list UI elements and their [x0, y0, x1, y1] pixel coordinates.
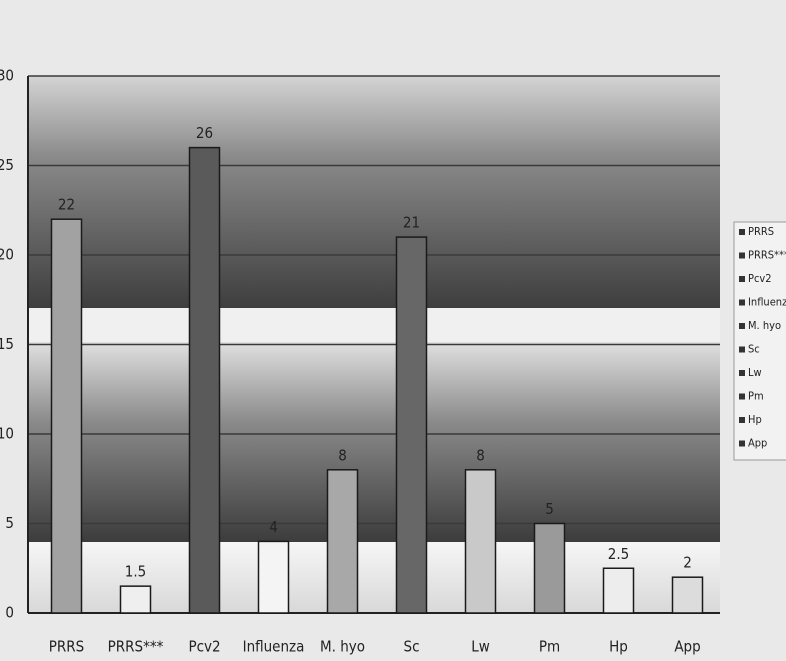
y-tick-label: 15 [0, 335, 14, 353]
x-tick-label: Sc [404, 638, 420, 656]
legend-label: Hp [748, 413, 762, 426]
bar [535, 524, 565, 614]
bar [466, 470, 496, 613]
legend-swatch [739, 370, 745, 376]
data-label: 2.5 [608, 545, 629, 563]
x-tick-label: App [674, 638, 700, 656]
data-label: 8 [338, 446, 347, 464]
x-tick-label: Pm [539, 638, 560, 656]
legend: PRRS PRRS*** Pcv2 Influenza M. hyo Sc Lw Pm Hp Ap… [734, 222, 786, 460]
legend-label: Influenza [748, 296, 786, 309]
data-label: 8 [476, 446, 485, 464]
data-label: 22 [58, 196, 75, 214]
legend-swatch [739, 323, 745, 329]
legend-label: PRRS*** [748, 249, 786, 262]
y-tick-label: 30 [0, 67, 14, 85]
legend-swatch [739, 441, 745, 447]
data-label: 26 [196, 124, 213, 142]
y-tick-label: 25 [0, 156, 14, 174]
legend-swatch [739, 347, 745, 353]
bar [397, 237, 427, 613]
data-label: 21 [403, 214, 420, 232]
legend-label: M. hyo [748, 319, 781, 332]
legend-swatch [739, 300, 745, 306]
y-tick-label: 5 [5, 514, 14, 532]
y-tick-label: 10 [0, 425, 14, 443]
legend-label: Pcv2 [748, 272, 772, 285]
x-tick-label: Hp [609, 638, 628, 656]
bar [604, 568, 634, 613]
legend-label: Pm [748, 390, 764, 403]
x-tick-label: M. hyo [320, 638, 365, 656]
bar [259, 541, 289, 613]
legend-swatch [739, 229, 745, 235]
bar [190, 148, 220, 613]
x-tick-label: Influenza [243, 638, 305, 656]
bar [328, 470, 358, 613]
x-tick-label: Lw [471, 638, 490, 656]
data-label: 4 [269, 518, 278, 536]
legend-swatch [739, 253, 745, 259]
legend-label: App [748, 437, 767, 450]
chart: PRRS PRRS*** Pcv2 Influenza M. hyo Sc Lw Pm Hp Ap… [0, 0, 786, 661]
data-label: 1.5 [125, 563, 146, 581]
data-label: 5 [545, 500, 554, 518]
legend-label: Lw [748, 366, 762, 379]
bar [52, 219, 82, 613]
x-tick-label: Pcv2 [188, 638, 220, 656]
data-label: 2 [683, 554, 692, 572]
bar [673, 577, 703, 613]
legend-swatch [739, 276, 745, 282]
x-tick-label: PRRS*** [108, 638, 164, 656]
y-tick-label: 20 [0, 246, 14, 264]
legend-swatch [739, 417, 745, 423]
x-tick-label: PRRS [49, 638, 84, 656]
legend-label: PRRS [748, 225, 774, 238]
bar [121, 586, 151, 613]
legend-label: Sc [748, 343, 760, 356]
y-tick-label: 0 [5, 604, 14, 622]
legend-swatch [739, 394, 745, 400]
